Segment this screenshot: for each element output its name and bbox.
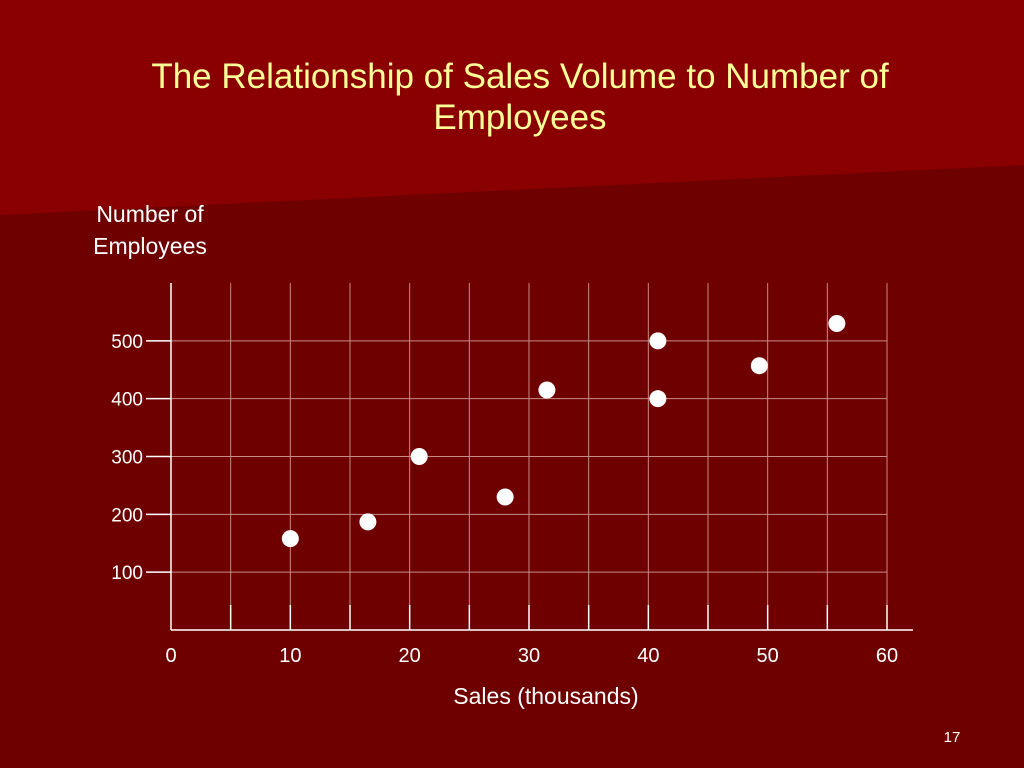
y-tick-label: 400 (111, 390, 143, 411)
y-tick-label: 200 (111, 505, 143, 526)
data-point (828, 314, 846, 332)
x-tick-label: 20 (399, 645, 421, 667)
data-point (359, 513, 377, 531)
slide-title: The Relationship of Sales Volume to Numb… (151, 57, 889, 137)
x-tick-label: 10 (279, 645, 301, 667)
data-point (649, 390, 667, 408)
y-axis-label: Number of Employees (93, 201, 207, 259)
data-point (410, 448, 428, 465)
x-tick-label: 60 (876, 645, 898, 667)
x-tick-label: 0 (165, 645, 176, 667)
data-point (538, 381, 556, 399)
page-number: 17 (943, 729, 961, 746)
y-tick-label: 500 (111, 332, 143, 353)
x-axis-label: Sales (thousands) (453, 683, 639, 709)
data-point (750, 357, 768, 375)
y-tick-label: 100 (111, 563, 143, 584)
data-point (496, 488, 514, 506)
x-tick-label: 40 (637, 645, 659, 667)
x-tick-label: 30 (518, 645, 540, 667)
x-tick-label: 50 (757, 645, 779, 667)
data-point (281, 530, 299, 548)
y-tick-label: 300 (111, 448, 143, 469)
data-point (649, 332, 667, 350)
